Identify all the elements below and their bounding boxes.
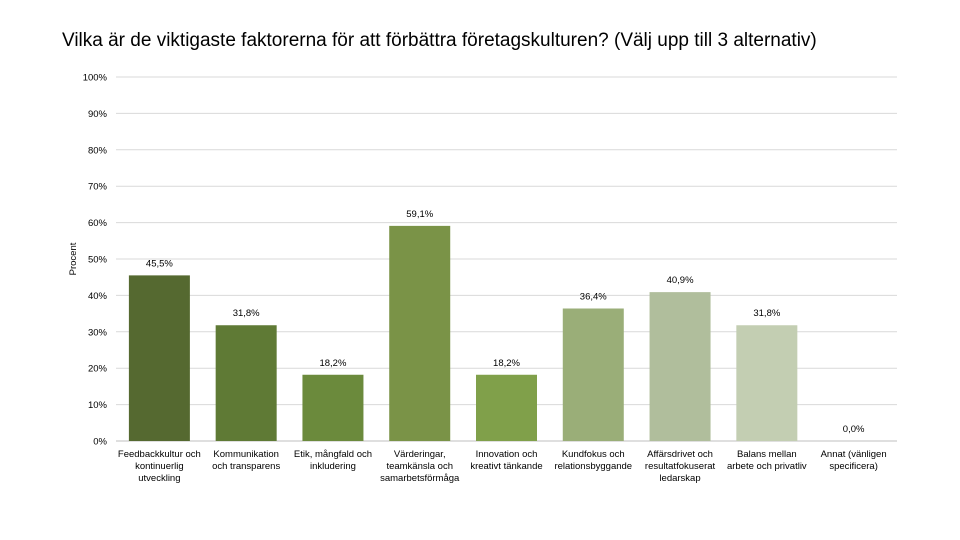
data-label: 18,2%	[319, 358, 346, 369]
x-category-label: Värderingar, teamkänsla och samarbetsförmå…	[380, 449, 460, 484]
bar	[649, 292, 711, 441]
bar	[562, 308, 624, 441]
x-category-label: Balans mellan arbete och privatliv	[726, 449, 807, 472]
y-tick-label: 70%	[88, 182, 108, 193]
data-label: 31,8%	[233, 308, 260, 319]
bar	[389, 225, 451, 441]
y-tick-label: 20%	[88, 364, 108, 375]
bar	[302, 374, 364, 441]
bar	[476, 374, 537, 441]
data-label: 45,5%	[146, 258, 173, 269]
data-label: 59,1%	[406, 209, 433, 220]
bar	[128, 275, 190, 441]
y-tick-label: 50%	[88, 255, 108, 266]
x-category-label: Etik, mångfald och inkludering	[293, 449, 373, 472]
y-tick-label: 0%	[93, 437, 107, 448]
y-tick-label: 90%	[88, 109, 108, 120]
data-label: 40,9%	[667, 275, 694, 286]
y-tick-label: 40%	[88, 291, 108, 302]
x-category-label: Kundfokus och relationsbyggande	[554, 449, 633, 472]
y-tick-label: 10%	[88, 400, 108, 411]
data-label: 31,8%	[753, 308, 780, 319]
bar	[736, 325, 798, 441]
y-tick-label: 30%	[88, 327, 108, 338]
data-label: 36,4%	[580, 292, 607, 303]
bar	[215, 325, 277, 441]
chart-title: Vilka är de viktigaste faktorerna för at…	[62, 30, 817, 51]
x-category-label: Affärsdrivet och resultatfokuserat ledarsk…	[644, 449, 716, 484]
y-tick-label: 100%	[83, 73, 108, 84]
x-category-label: Innovation och kreativt tänkande	[470, 449, 543, 472]
data-label: 0,0%	[843, 424, 865, 435]
y-tick-label: 60%	[88, 218, 108, 229]
x-category-label: Annat (vänligen specificera)	[820, 449, 887, 472]
y-tick-label: 80%	[88, 145, 108, 156]
x-category-label: Feedbackkultur och kontinuerlig utveckling	[117, 449, 201, 484]
y-axis-label: Procent	[68, 242, 79, 275]
data-label: 18,2%	[493, 358, 520, 369]
x-category-label: Kommunikation och transparens	[212, 449, 281, 472]
